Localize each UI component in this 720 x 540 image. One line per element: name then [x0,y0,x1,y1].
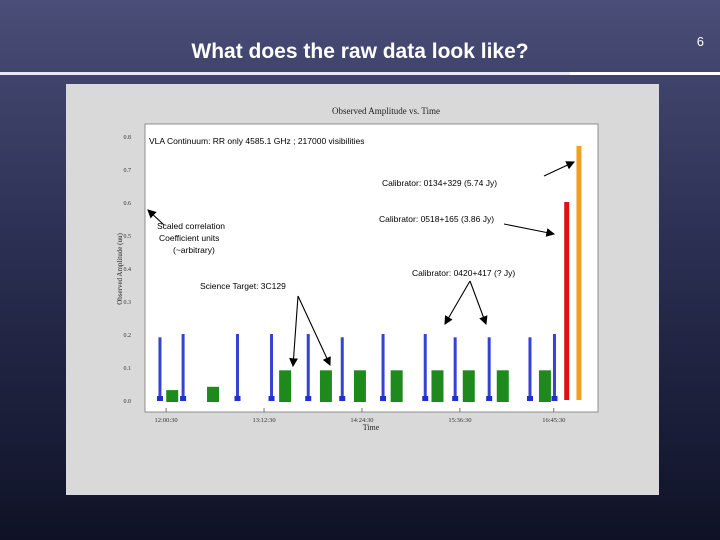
red-scan-block [564,202,570,400]
annotation-cal-0420: Calibrator: 0420+417 (? Jy) [412,268,515,278]
green-scan-block [319,370,332,402]
green-scan-block [538,370,551,402]
arrow-cal-0518 [503,223,556,237]
y-axis-ticks: 0.8 0.7 0.6 0.5 0.4 0.3 0.2 0.1 0.0 [124,135,132,405]
blue-scan-block [270,334,274,400]
blue-scan-base [156,396,163,401]
y-tick-label: 0.4 [124,267,132,273]
blue-scan-block [552,334,556,400]
green-scan-block [390,370,403,402]
green-scan-block [462,370,475,402]
chart-figure: Observed Amplitude vs. Time 0.8 0.7 0.6 0.5… [66,84,659,495]
blue-scan-base [305,396,312,401]
annotation-units-line1: Scaled correlation [157,221,225,231]
title-rule [0,72,720,75]
x-axis-label: Time [363,423,380,432]
blue-scan-base [422,396,429,401]
x-axis-ticks: 12:00:30 13:12:30 14:24:30 15:36:30 16:45:30 [155,408,565,424]
blue-scan-base [551,396,558,401]
green-scan-block [166,390,179,402]
y-tick-label: 0.1 [124,366,132,372]
y-axis-label: Observed Amplitude (uu) [116,233,124,305]
slide-title: What does the raw data look like? [191,40,529,63]
y-tick-label: 0.3 [124,300,132,306]
x-tick-label: 14:24:30 [350,417,373,424]
blue-scan-base [180,396,187,401]
y-tick-label: 0.5 [124,234,132,240]
title-rule-accent [570,72,720,75]
x-tick-label: 12:00:30 [155,417,178,424]
blue-scan-block [381,334,385,400]
y-tick-label: 0.6 [124,201,132,207]
blue-scan-block [487,337,491,400]
blue-scan-block [181,334,185,400]
annotation-cal-0134: Calibrator: 0134+329 (5.74 Jy) [382,178,497,188]
blue-scan-block [423,334,427,400]
plot-area [144,123,599,413]
slide-number: 6 [696,34,704,49]
blue-scan-base [380,396,387,401]
green-scan-block [207,386,220,402]
x-tick-label: 15:36:30 [448,417,471,424]
amplitude-chart: Observed Amplitude vs. Time 0.8 0.7 0.6 0.5… [116,106,599,432]
blue-scan-block [453,337,457,400]
orange-scan-block [576,145,582,400]
y-tick-label: 0.0 [124,399,132,405]
chart-title: Observed Amplitude vs. Time [332,106,440,116]
arrow-cal-0420-right [469,280,488,326]
blue-scan-base [452,396,459,401]
y-tick-label: 0.8 [124,135,132,141]
arrow-cal-0420-left [444,280,471,325]
green-scan-block [431,370,444,402]
annotation-units-line3: (~arbitrary) [173,245,215,255]
green-scan-block [353,370,366,402]
blue-scan-block [306,334,310,400]
green-scan-block [496,370,509,402]
blue-scan-block [528,337,532,400]
blue-scan-block [236,334,240,400]
annotation-header: VLA Continuum: RR only 4585.1 GHz ; 2170… [149,136,364,146]
y-tick-label: 0.7 [124,168,132,174]
arrow-science-right [297,295,331,366]
x-tick-label: 16:45:30 [542,417,565,424]
arrow-units [147,209,165,226]
blue-scan-block [340,337,344,400]
blue-scan-base [234,396,241,401]
arrow-science-left [289,295,299,368]
annotation-arrows [147,161,575,368]
annotation-science: Science Target: 3C129 [200,281,286,291]
green-scan-block [279,370,292,402]
arrow-cal-0134 [543,161,575,177]
blue-scan-base [268,396,275,401]
y-tick-label: 0.2 [124,333,132,339]
x-tick-label: 13:12:30 [252,417,275,424]
annotation-cal-0518: Calibrator: 0518+165 (3.86 Jy) [379,214,494,224]
blue-scan-base [526,396,533,401]
blue-scan-block [158,337,162,400]
blue-scan-base [486,396,493,401]
data-marks [156,145,582,402]
annotation-units-line2: Coefficient units [159,233,219,243]
blue-scan-base [339,396,346,401]
